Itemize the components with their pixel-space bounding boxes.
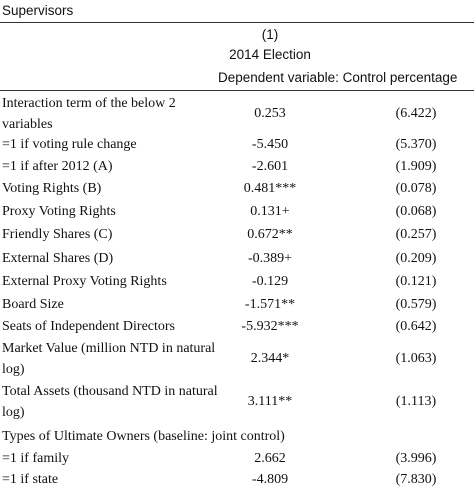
coefficient: -0.129	[251, 274, 289, 289]
standard-error: (0.579)	[395, 297, 437, 312]
coefficient: -2.601	[251, 159, 289, 174]
standard-error: (7.830)	[395, 472, 437, 487]
coefficient: 2.662	[254, 451, 286, 466]
row-label: Seats of Independent Directors	[2, 319, 175, 334]
row-label: =1 if voting rule change	[2, 137, 137, 152]
row-label: Friendly Shares (C)	[2, 227, 113, 242]
row-label: Types of Ultimate Owners (baseline: join…	[2, 429, 285, 444]
coefficient: -5.450	[251, 137, 289, 152]
row-label: External Proxy Voting Rights	[2, 274, 167, 289]
row-label: =1 if family	[2, 451, 69, 466]
row-label: Board Size	[2, 297, 64, 312]
rule	[0, 22, 474, 23]
standard-error: (6.422)	[395, 106, 437, 121]
dependent-variable: Dependent variable: Control percentage	[218, 70, 458, 85]
row-label: External Shares (D)	[2, 251, 114, 266]
coefficient: -1.571**	[244, 297, 296, 312]
caption: Supervisors	[2, 3, 74, 18]
coefficient: 0.253	[254, 106, 286, 121]
standard-error: (1.063)	[395, 351, 437, 366]
standard-error: (0.209)	[395, 251, 437, 266]
standard-error: (5.370)	[395, 137, 437, 152]
standard-error: (0.068)	[395, 204, 437, 219]
coefficient: 3.111**	[247, 394, 293, 409]
coefficient: -0.389+	[247, 251, 293, 266]
coefficient: 0.672**	[247, 227, 293, 242]
row-label: Voting Rights (B)	[2, 181, 102, 196]
standard-error: (0.078)	[395, 181, 437, 196]
sample: 2014 Election	[229, 47, 311, 62]
row-label: =1 if after 2012 (A)	[2, 159, 113, 174]
coefficient: 0.131+	[250, 204, 290, 219]
standard-error: (1.909)	[395, 159, 437, 174]
coefficient: 2.344*	[250, 351, 290, 366]
standard-error: (0.642)	[395, 319, 437, 334]
row-label: Interaction term of the below 2 variable…	[2, 96, 176, 132]
standard-error: (0.121)	[395, 274, 437, 289]
row-label: Proxy Voting Rights	[2, 204, 116, 219]
coefficient: 0.481***	[243, 181, 297, 196]
row-label: Market Value (million NTD in natural log…	[2, 341, 216, 377]
standard-error: (3.996)	[395, 451, 437, 466]
rule	[0, 90, 474, 91]
coefficient: -5.932***	[241, 319, 299, 334]
coefficient: -4.809	[251, 472, 289, 487]
row-label: Total Assets (thousand NTD in natural lo…	[2, 384, 218, 420]
row-label: =1 if state	[2, 472, 59, 487]
model-number: (1)	[261, 27, 279, 42]
standard-error: (0.257)	[395, 227, 437, 242]
standard-error: (1.113)	[395, 394, 437, 409]
